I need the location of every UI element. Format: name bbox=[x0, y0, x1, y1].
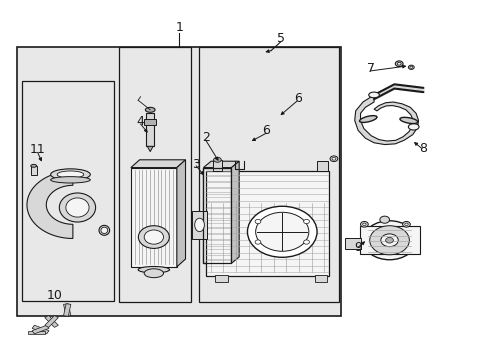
Bar bbox=[345, 238, 360, 249]
Text: 9: 9 bbox=[353, 241, 361, 254]
Bar bbox=[22, 81, 114, 301]
Ellipse shape bbox=[362, 223, 366, 226]
Ellipse shape bbox=[409, 66, 412, 68]
Polygon shape bbox=[203, 161, 239, 168]
Ellipse shape bbox=[51, 169, 90, 180]
Bar bbox=[359, 226, 419, 255]
Text: 6: 6 bbox=[293, 92, 301, 105]
Circle shape bbox=[303, 240, 309, 244]
Ellipse shape bbox=[99, 225, 109, 235]
Ellipse shape bbox=[331, 157, 335, 160]
Circle shape bbox=[255, 212, 308, 251]
Bar bbox=[316, 161, 327, 171]
Bar bbox=[215, 275, 227, 282]
Polygon shape bbox=[63, 304, 71, 316]
Ellipse shape bbox=[362, 221, 415, 260]
Ellipse shape bbox=[31, 165, 37, 167]
Text: 2: 2 bbox=[202, 131, 209, 144]
Polygon shape bbox=[45, 315, 58, 327]
Ellipse shape bbox=[59, 193, 95, 222]
Ellipse shape bbox=[66, 198, 89, 217]
Text: 8: 8 bbox=[419, 141, 427, 154]
Ellipse shape bbox=[399, 117, 417, 123]
Polygon shape bbox=[146, 113, 154, 146]
Polygon shape bbox=[45, 315, 58, 327]
Text: 4: 4 bbox=[136, 115, 144, 128]
Circle shape bbox=[138, 226, 169, 248]
Circle shape bbox=[255, 219, 260, 224]
Bar bbox=[131, 168, 177, 267]
Circle shape bbox=[385, 238, 393, 243]
Circle shape bbox=[255, 240, 260, 244]
Ellipse shape bbox=[213, 157, 221, 162]
Circle shape bbox=[380, 234, 397, 247]
Bar bbox=[198, 47, 338, 302]
Bar bbox=[203, 168, 231, 263]
Ellipse shape bbox=[329, 156, 337, 162]
Ellipse shape bbox=[57, 171, 83, 178]
Text: 11: 11 bbox=[30, 143, 45, 156]
Ellipse shape bbox=[404, 223, 407, 226]
Circle shape bbox=[379, 216, 389, 223]
Bar bbox=[144, 119, 156, 125]
Text: 1: 1 bbox=[175, 21, 183, 34]
Bar bbox=[203, 168, 231, 263]
Ellipse shape bbox=[144, 269, 163, 278]
Text: 6: 6 bbox=[262, 124, 270, 137]
Polygon shape bbox=[28, 330, 45, 334]
Text: 5: 5 bbox=[276, 32, 284, 45]
Bar bbox=[192, 211, 206, 239]
Ellipse shape bbox=[407, 65, 413, 69]
Polygon shape bbox=[63, 304, 71, 316]
Polygon shape bbox=[32, 325, 49, 334]
Ellipse shape bbox=[101, 227, 107, 234]
Ellipse shape bbox=[138, 266, 169, 273]
Polygon shape bbox=[131, 160, 185, 168]
Circle shape bbox=[144, 230, 163, 244]
Ellipse shape bbox=[194, 218, 204, 232]
Text: 10: 10 bbox=[47, 289, 63, 302]
Polygon shape bbox=[354, 95, 418, 145]
Bar bbox=[213, 160, 222, 171]
Polygon shape bbox=[177, 160, 185, 267]
Ellipse shape bbox=[145, 107, 155, 112]
Bar bbox=[314, 275, 326, 282]
Ellipse shape bbox=[368, 92, 379, 98]
Ellipse shape bbox=[407, 123, 418, 130]
Polygon shape bbox=[231, 161, 239, 263]
Ellipse shape bbox=[394, 61, 402, 67]
Ellipse shape bbox=[359, 116, 376, 122]
Bar bbox=[31, 166, 37, 175]
Ellipse shape bbox=[369, 226, 408, 255]
Polygon shape bbox=[27, 171, 73, 238]
Polygon shape bbox=[147, 146, 153, 152]
Bar bbox=[119, 47, 191, 302]
Text: 3: 3 bbox=[192, 158, 200, 171]
Bar bbox=[205, 171, 328, 276]
Ellipse shape bbox=[360, 221, 367, 227]
Circle shape bbox=[247, 206, 316, 257]
Ellipse shape bbox=[51, 177, 90, 183]
Ellipse shape bbox=[402, 221, 409, 227]
Text: 7: 7 bbox=[366, 62, 374, 75]
Circle shape bbox=[303, 219, 309, 224]
Ellipse shape bbox=[396, 62, 400, 65]
Polygon shape bbox=[32, 325, 49, 334]
Bar bbox=[17, 47, 341, 316]
